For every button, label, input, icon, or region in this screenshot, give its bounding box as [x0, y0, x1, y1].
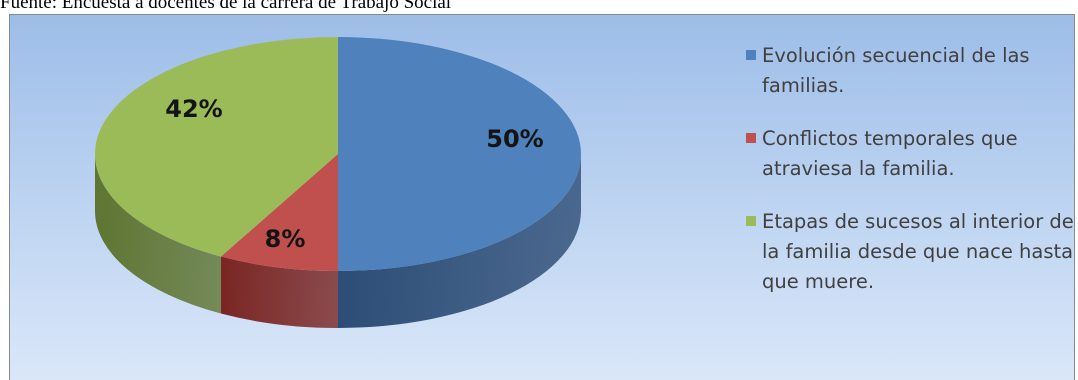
legend: Evolución secuencial de las familias. Co… [746, 41, 1074, 320]
data-label-evolucion: 50% [486, 125, 543, 153]
legend-swatch-evolucion [746, 50, 756, 60]
data-label-conflictos: 8% [265, 225, 306, 253]
legend-swatch-etapas [746, 216, 756, 226]
source-caption: Fuente: Encuesta a docentes de la carrer… [0, 0, 452, 13]
data-label-etapas: 42% [165, 95, 222, 123]
legend-item-evolucion: Evolución secuencial de las familias. [746, 41, 1074, 101]
legend-label-etapas: Etapas de sucesos al interior de la fami… [762, 210, 1074, 293]
pie-slice-etapas [94, 37, 339, 257]
legend-item-etapas: Etapas de sucesos al interior de la fami… [746, 207, 1074, 297]
pie-chart: 50% 8% 42% [94, 37, 581, 328]
legend-label-evolucion: Evolución secuencial de las familias. [762, 44, 1030, 97]
legend-item-conflictos: Conflictos temporales que atraviesa la f… [746, 124, 1074, 184]
pie-side-etapas [95, 154, 221, 314]
pie-side-evolucion [338, 154, 581, 328]
pie-side-conflictos [220, 256, 338, 328]
pie-slice-evolucion [338, 37, 581, 271]
pie-slice-conflictos [220, 154, 338, 271]
chart-area: 50% 8% 42% Evolución secuencial de las fam… [9, 14, 1075, 380]
legend-label-conflictos: Conflictos temporales que atraviesa la f… [762, 127, 1018, 180]
legend-swatch-conflictos [746, 133, 756, 143]
